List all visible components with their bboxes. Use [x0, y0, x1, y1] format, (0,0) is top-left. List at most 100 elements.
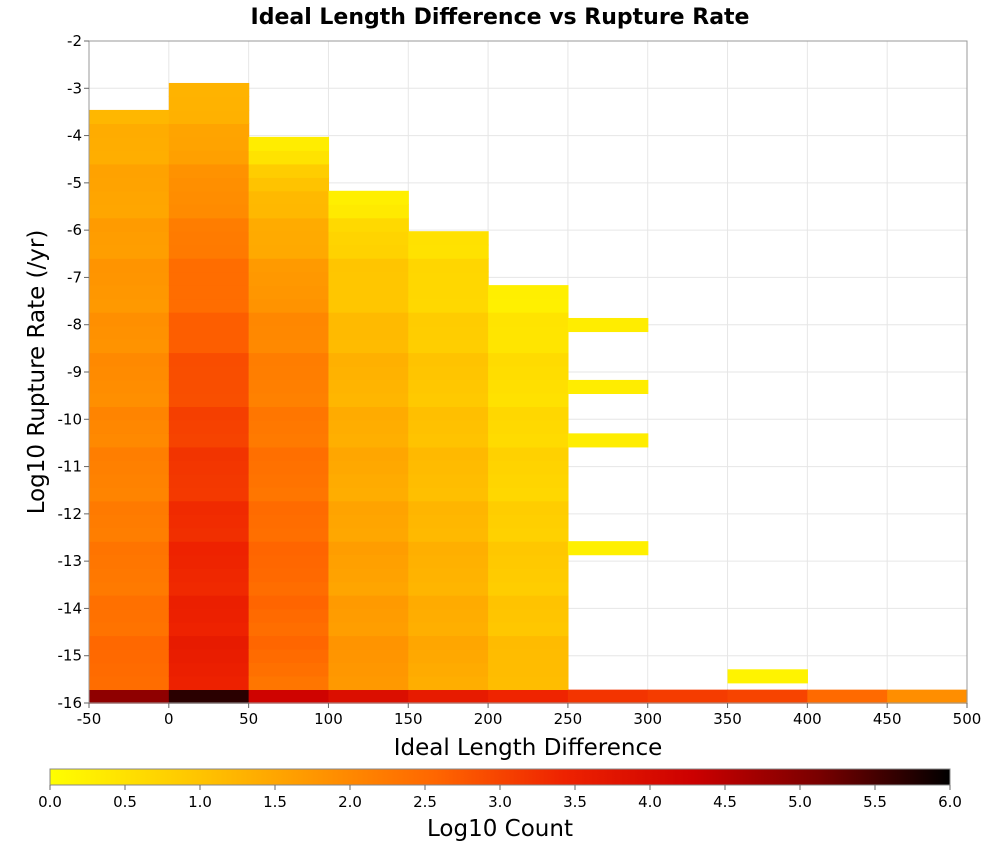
heatmap-cell: [89, 595, 170, 610]
heatmap-cell: [408, 433, 489, 448]
heatmap-cell: [408, 231, 489, 246]
heatmap-cell: [488, 419, 569, 434]
heatmap-cell: [168, 258, 250, 273]
heatmap-cell: [248, 406, 330, 421]
heatmap-cell: [248, 177, 330, 192]
heatmap-cell: [168, 136, 250, 151]
heatmap-cell: [488, 473, 569, 488]
heatmap-cell: [328, 541, 409, 556]
heatmap-cell: [567, 433, 649, 448]
y-axis-label: Log10 Rupture Rate (/yr): [24, 230, 50, 515]
heatmap-cell: [248, 689, 330, 704]
heatmap-cell: [328, 635, 409, 650]
heatmap-cell: [248, 581, 330, 596]
y-tick-label: -15: [58, 647, 83, 665]
heatmap-cell: [488, 635, 569, 650]
heatmap-cell: [328, 298, 409, 313]
heatmap-cell: [248, 527, 330, 542]
y-tick-label: -5: [67, 174, 82, 192]
heatmap-cell: [89, 635, 170, 650]
heatmap-cell: [408, 298, 489, 313]
heatmap-cell: [248, 392, 330, 408]
y-tick-label: -16: [58, 694, 83, 712]
heatmap-cell: [89, 190, 170, 205]
heatmap-cell: [248, 217, 330, 232]
heatmap-cell: [248, 312, 330, 327]
heatmap-cell: [248, 514, 330, 529]
heatmap-cell: [727, 669, 808, 684]
heatmap-cell: [328, 648, 409, 664]
heatmap-cell: [168, 460, 250, 475]
heatmap-cell: [89, 608, 170, 623]
heatmap-cell: [168, 487, 250, 502]
heatmap-cell: [328, 285, 409, 300]
heatmap-cell: [328, 392, 409, 408]
heatmap-cell: [248, 231, 330, 246]
heatmap-cell: [168, 217, 250, 232]
heatmap-cell: [488, 662, 569, 677]
heatmap-cell: [488, 325, 569, 340]
heatmap-cell: [248, 271, 330, 286]
heatmap-cell: [488, 339, 569, 354]
heatmap-cell: [89, 231, 170, 246]
heatmap-cell: [488, 406, 569, 421]
colorbar-tick-label: 1.0: [188, 793, 212, 811]
heatmap-cell: [89, 109, 170, 124]
heatmap-cell: [408, 635, 489, 650]
heatmap-cell: [168, 244, 250, 259]
heatmap-cell: [328, 622, 409, 637]
heatmap-cell: [328, 406, 409, 421]
x-tick-label: 400: [793, 710, 822, 728]
heatmap-cell: [168, 285, 250, 300]
heatmap-cell: [248, 285, 330, 300]
y-tick-label: -7: [67, 268, 82, 286]
colorbar-tick-label: 5.0: [788, 793, 812, 811]
heatmap-cell: [89, 285, 170, 300]
heatmap-cell: [248, 568, 330, 583]
y-tick-label: -6: [67, 221, 82, 239]
heatmap-cell: [89, 339, 170, 354]
heatmap-cell: [488, 285, 569, 300]
heatmap-cell: [168, 190, 250, 205]
heatmap-cell: [89, 204, 170, 219]
heatmap-cell: [488, 554, 569, 569]
heatmap-cell: [488, 581, 569, 596]
heatmap-cell: [168, 96, 250, 111]
x-tick-label: 200: [474, 710, 503, 728]
heatmap-cell: [488, 527, 569, 542]
heatmap-cell: [408, 662, 489, 677]
heatmap-cell: [408, 689, 489, 704]
heatmap-cell: [488, 446, 569, 461]
heatmap-cell: [328, 217, 409, 232]
heatmap-cell: [168, 527, 250, 542]
heatmap-cell: [408, 608, 489, 623]
heatmap-cell: [89, 163, 170, 178]
x-tick-label: 250: [554, 710, 583, 728]
heatmap-cell: [328, 379, 409, 394]
heatmap-cell: [248, 379, 330, 394]
heatmap-cell: [488, 365, 569, 381]
heatmap-cell: [168, 622, 250, 637]
heatmap-cell: [248, 541, 330, 556]
heatmap-cell: [89, 217, 170, 232]
colorbar-tick-label: 0.0: [38, 793, 62, 811]
heatmap-cell: [168, 365, 250, 381]
heatmap-cell: [248, 675, 330, 691]
heatmap-cell: [328, 689, 409, 704]
heatmap-cell: [168, 109, 250, 124]
heatmap-cell: [168, 406, 250, 421]
heatmap-cell: [248, 554, 330, 569]
heatmap-cell: [89, 554, 170, 569]
heatmap-cell: [248, 325, 330, 340]
heatmap-cell: [328, 608, 409, 623]
heatmap-cell: [408, 554, 489, 569]
heatmap-cell: [408, 244, 489, 259]
heatmap-cell: [89, 298, 170, 313]
heatmap-cell: [328, 554, 409, 569]
heatmap-cell: [89, 446, 170, 461]
x-axis-label: Ideal Length Difference: [394, 735, 663, 761]
heatmap-cell: [488, 312, 569, 327]
heatmap-cell: [408, 675, 489, 691]
heatmap-cell: [408, 527, 489, 542]
heatmap-cell: [408, 285, 489, 300]
